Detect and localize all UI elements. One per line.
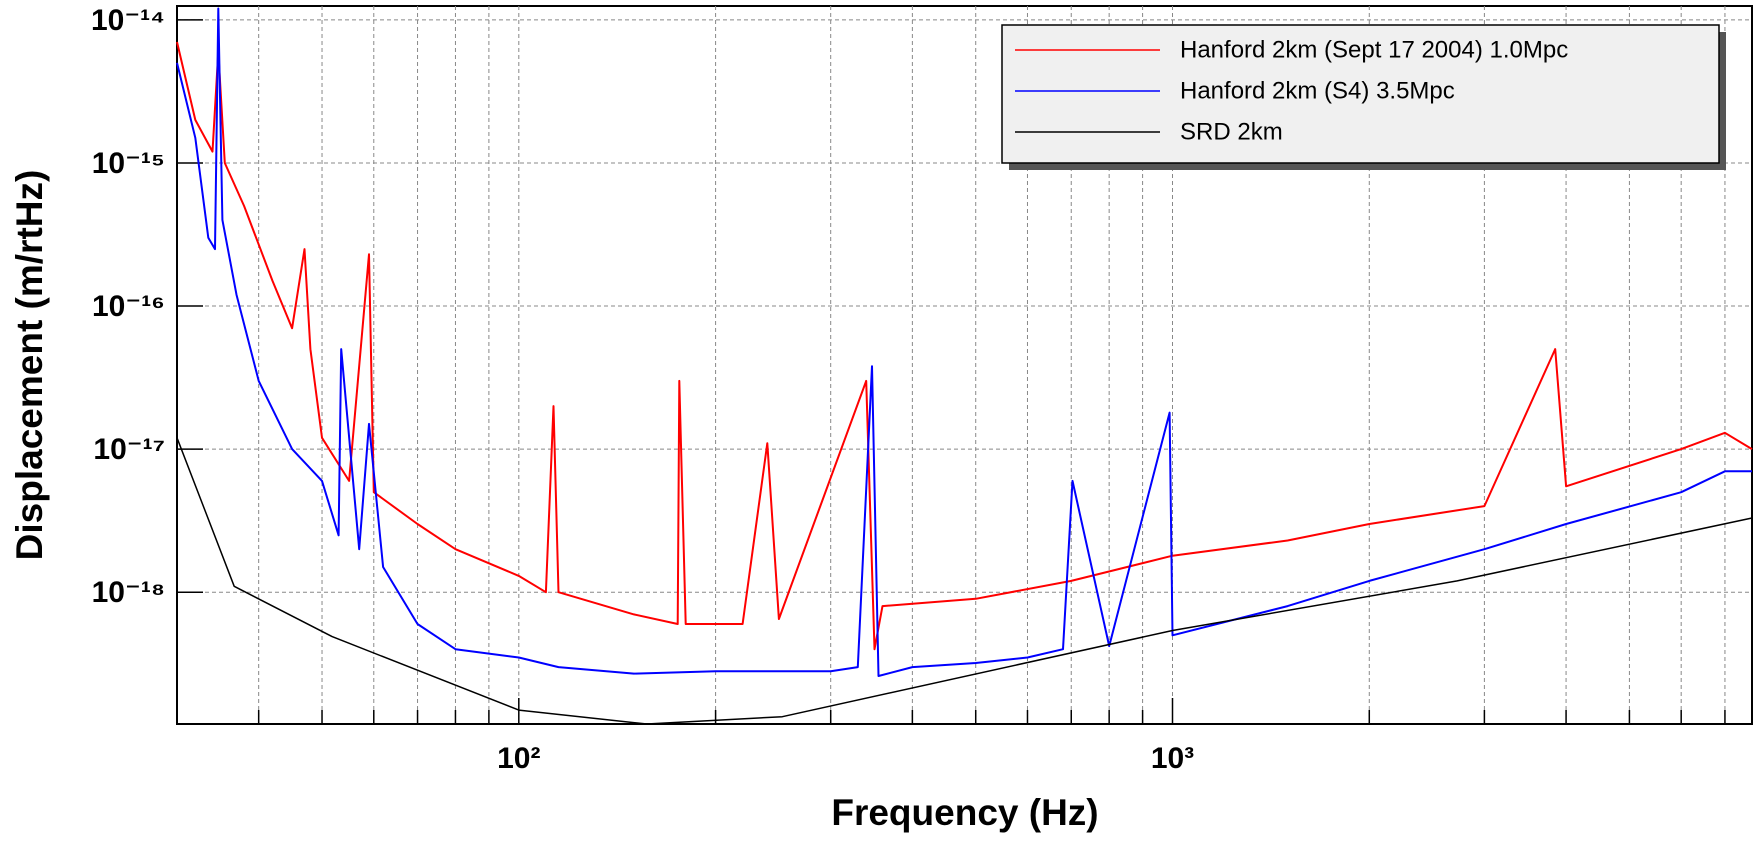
x-axis-label: Frequency (Hz) bbox=[831, 792, 1098, 833]
series-line bbox=[176, 437, 1753, 725]
legend-label: SRD 2km bbox=[1180, 118, 1283, 145]
y-tick-label: 10⁻¹⁵ bbox=[92, 147, 165, 180]
y-axis-label: Displacement (m/rtHz) bbox=[9, 170, 50, 561]
lines bbox=[176, 7, 1753, 725]
y-tick-label: 10⁻¹⁷ bbox=[93, 433, 165, 466]
legend-box bbox=[1001, 24, 1720, 164]
legend-label: Hanford 2km (S4) 3.5Mpc bbox=[1180, 77, 1455, 104]
series-line bbox=[176, 41, 1753, 651]
y-tick-label: 10⁻¹⁸ bbox=[92, 576, 165, 609]
y-tick-label: 10⁻¹⁶ bbox=[92, 290, 165, 323]
legend-label: Hanford 2km (Sept 17 2004) 1.0Mpc bbox=[1180, 36, 1568, 63]
x-tick-label: 10³ bbox=[1151, 742, 1194, 775]
x-tick-label: 10² bbox=[497, 742, 540, 775]
y-tick-label: 10⁻¹⁴ bbox=[91, 4, 165, 37]
series-line bbox=[176, 7, 1752, 677]
legend: Hanford 2km (Sept 17 2004) 1.0Mpc Hanford… bbox=[1001, 24, 1726, 170]
